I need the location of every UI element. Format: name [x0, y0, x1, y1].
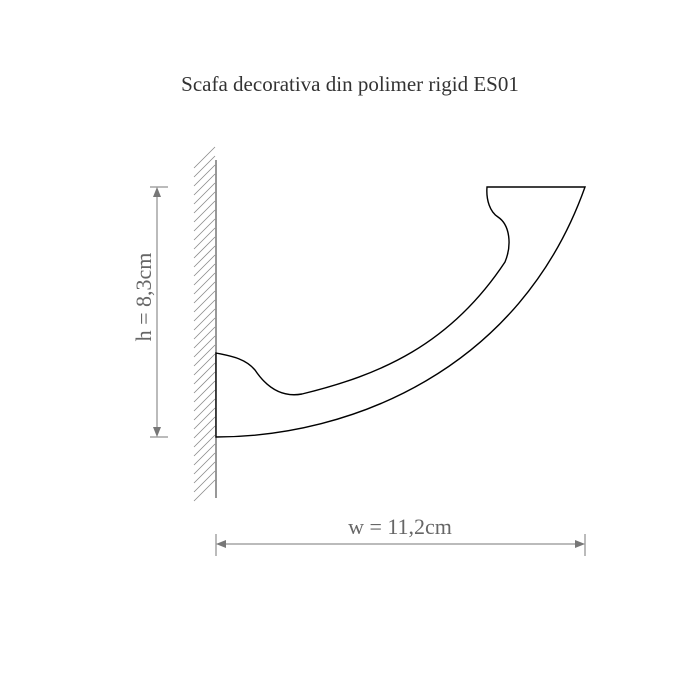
height-dimension — [150, 186, 168, 438]
hatch-line — [193, 371, 216, 394]
hatch-line — [193, 407, 216, 430]
hatch-line — [193, 461, 216, 484]
width-label: w = 11,2cm — [348, 514, 452, 539]
hatch-line — [193, 263, 216, 286]
hatch-line — [193, 389, 216, 412]
hatch-line — [193, 200, 216, 223]
cornice-profile — [215, 186, 586, 438]
hatch-line — [193, 335, 216, 358]
hatch-line — [193, 416, 216, 439]
hatch-line — [193, 209, 216, 232]
hatch-line — [193, 272, 216, 295]
hatch-line — [193, 398, 216, 421]
hatch-line — [193, 380, 216, 403]
hatch-line — [193, 452, 216, 475]
hatch-line — [193, 164, 216, 187]
hatch-line — [193, 443, 216, 466]
hatch-line — [193, 173, 216, 196]
hatch-line — [193, 182, 216, 205]
hatch-line — [193, 434, 216, 457]
hatch-line — [193, 254, 216, 277]
hatch-line — [193, 344, 216, 367]
hatch-line — [193, 362, 216, 385]
width-dimension — [215, 534, 586, 556]
hatch-line — [193, 479, 216, 502]
hatch-line — [193, 236, 216, 259]
hatch-line — [193, 227, 216, 250]
hatch-line — [193, 191, 216, 214]
hatch-line — [193, 146, 216, 169]
height-label: h = 8,3cm — [131, 253, 156, 342]
hatch-line — [193, 218, 216, 241]
hatch-line — [193, 308, 216, 331]
hatch-line — [193, 353, 216, 376]
hatch-line — [193, 290, 216, 313]
hatch-line — [193, 470, 216, 493]
wall-hatching — [193, 146, 216, 502]
hatch-line — [193, 155, 216, 178]
hatch-line — [193, 425, 216, 448]
hatch-line — [193, 326, 216, 349]
diagram-title: Scafa decorativa din polimer rigid ES01 — [181, 72, 519, 96]
hatch-line — [193, 245, 216, 268]
hatch-line — [193, 317, 216, 340]
hatch-line — [193, 281, 216, 304]
hatch-line — [193, 299, 216, 322]
